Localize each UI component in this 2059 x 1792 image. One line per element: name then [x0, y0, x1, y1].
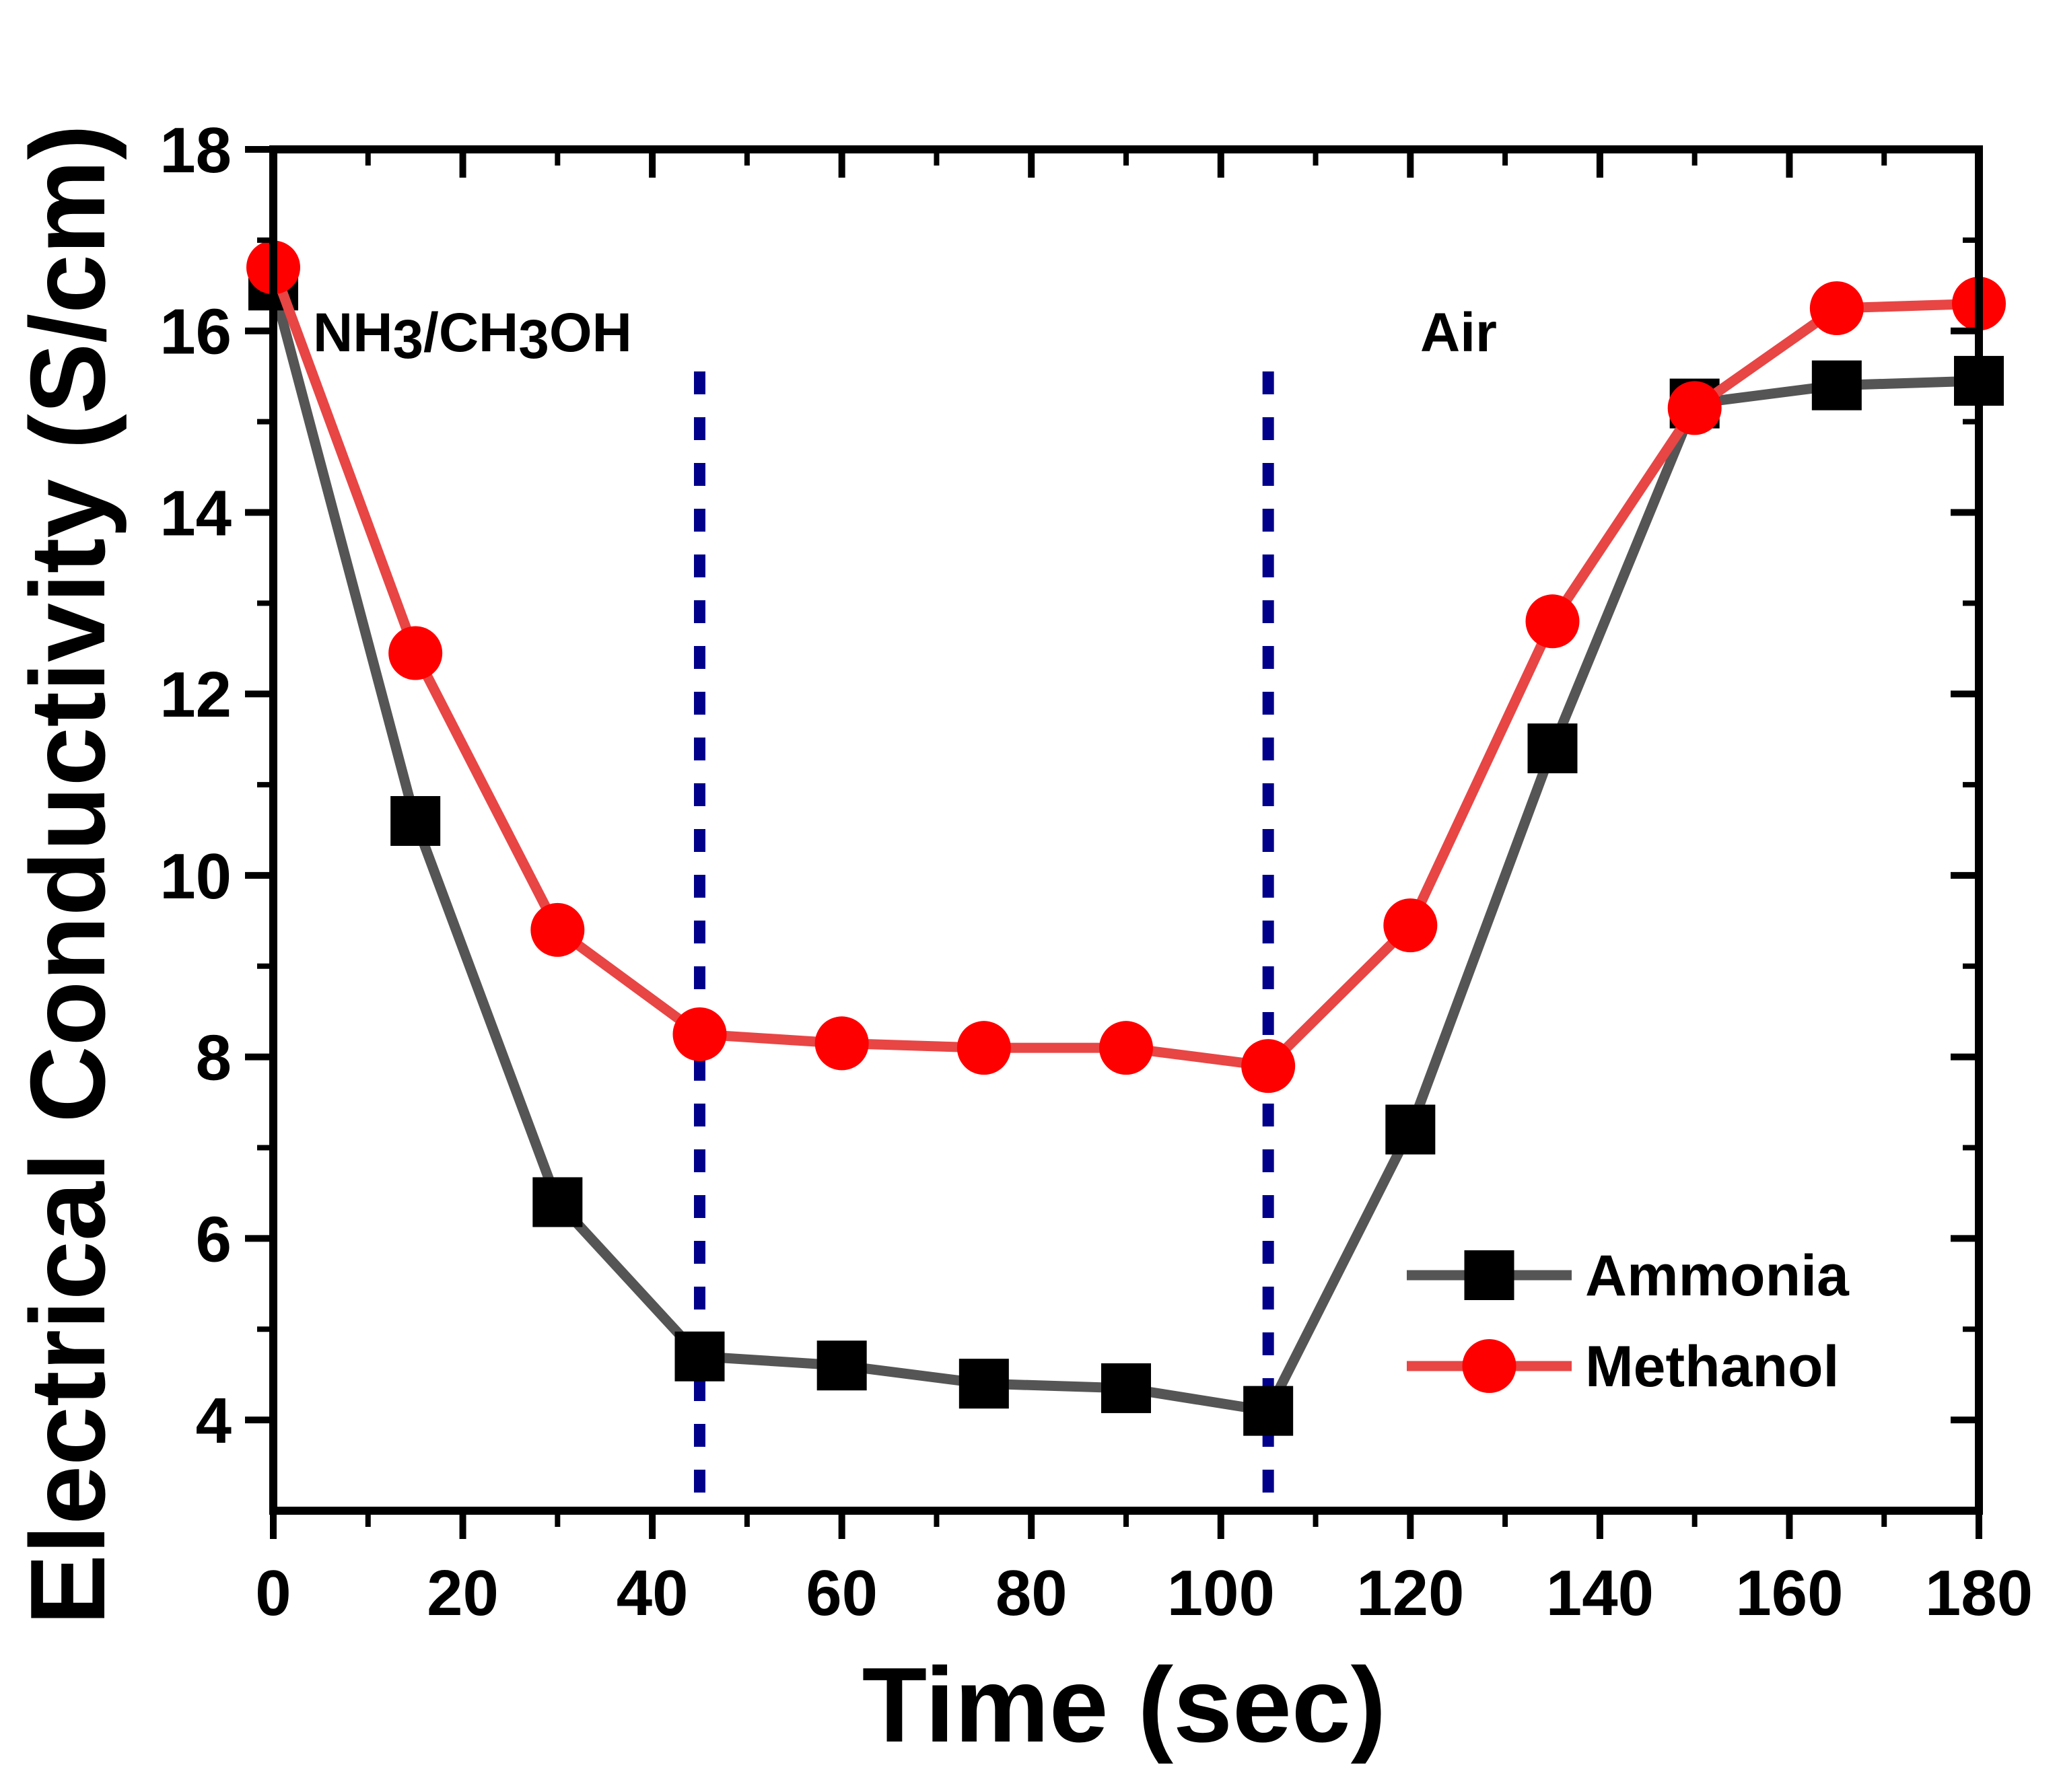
ammonia-data-point: [958, 1359, 1009, 1409]
y-axis-title: Electrical Conductivity (S/cm): [9, 124, 127, 1625]
y-tick-label: 10: [160, 840, 232, 912]
methanol-data-point: [530, 902, 585, 957]
methanol-data-point: [1667, 381, 1722, 435]
ammonia-data-point: [1243, 1386, 1294, 1436]
ammonia-data-point: [1385, 1104, 1436, 1155]
ammonia-data-point: [1101, 1363, 1151, 1413]
phase-annotations: NH3/CH3OH Air: [313, 302, 1497, 370]
x-tick-label: 0: [255, 1557, 291, 1629]
axis-ticks: 0 20 40 60 80 100 120 140 160 180 4 6 8 10 12 14 16 18: [160, 114, 2033, 1629]
y-tick-label: 6: [196, 1203, 232, 1275]
y-tick-label: 12: [160, 659, 232, 731]
exposure-annotation-subscript: 3: [518, 309, 549, 370]
y-tick-label: 16: [160, 296, 232, 368]
exposure-annotation: NH3/CH3OH: [313, 302, 632, 370]
data-series: [246, 240, 2006, 1436]
methanol-series-line: [268, 265, 1980, 1071]
legend-label-ammonia: Ammonia: [1585, 1244, 1850, 1308]
methanol-data-point: [1241, 1039, 1296, 1094]
x-tick-label: 100: [1167, 1557, 1275, 1629]
exposure-annotation-part: OH: [549, 302, 632, 363]
x-tick-label: 60: [806, 1557, 878, 1629]
x-tick-label: 180: [1925, 1557, 2033, 1629]
phase-divider-lines: [694, 371, 1274, 1511]
x-tick-label: 140: [1546, 1557, 1654, 1629]
exposure-annotation-subscript: 3: [392, 309, 423, 370]
x-tick-label: 80: [996, 1557, 1068, 1629]
x-tick-label: 120: [1356, 1557, 1464, 1629]
legend-label-methanol: Methanol: [1585, 1334, 1839, 1399]
ammonia-data-point: [674, 1331, 725, 1382]
x-tick-label: 160: [1735, 1557, 1843, 1629]
ammonia-data-point: [1527, 723, 1578, 774]
x-axis-title: Time (sec): [862, 1646, 1387, 1764]
ammonia-data-point: [390, 796, 441, 847]
ammonia-data-point: [532, 1177, 583, 1227]
x-tick-label: 20: [427, 1557, 499, 1629]
methanol-data-point: [672, 1007, 727, 1061]
legend-marker-ammonia: [1464, 1250, 1514, 1300]
legend: Ammonia Methanol: [1407, 1244, 1850, 1399]
methanol-data-point: [1525, 594, 1580, 649]
legend-marker-methanol: [1462, 1339, 1516, 1393]
recovery-annotation: Air: [1420, 302, 1497, 363]
methanol-data-point: [1809, 281, 1864, 336]
x-tick-label: 40: [617, 1557, 689, 1629]
methanol-data-point: [1383, 898, 1438, 953]
y-tick-label: 18: [160, 114, 232, 186]
methanol-data-point: [1099, 1021, 1153, 1075]
ammonia-data-point: [1811, 360, 1862, 410]
exposure-annotation-part: NH: [313, 302, 392, 363]
ammonia-data-point: [816, 1340, 867, 1391]
y-tick-label: 14: [160, 477, 232, 549]
y-tick-label: 8: [196, 1022, 232, 1094]
methanol-data-point: [956, 1021, 1011, 1075]
y-tick-label: 4: [196, 1385, 232, 1457]
methanol-data-point: [388, 626, 443, 680]
ammonia-series-line: [268, 284, 1980, 1417]
methanol-data-point: [814, 1016, 869, 1071]
exposure-annotation-part: /CH: [423, 302, 518, 363]
